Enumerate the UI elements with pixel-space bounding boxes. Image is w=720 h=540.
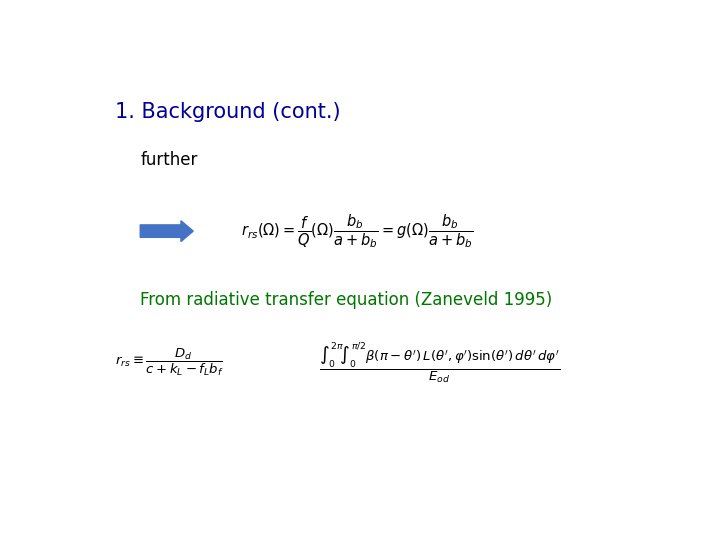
- Text: $r_{rs}(\Omega)=\dfrac{f}{Q}(\Omega)\dfrac{b_b}{a+b_b}=g(\Omega)\dfrac{b_b}{a+b_: $r_{rs}(\Omega)=\dfrac{f}{Q}(\Omega)\dfr…: [240, 212, 473, 250]
- FancyArrow shape: [140, 221, 193, 241]
- Text: $r_{rs} \equiv \dfrac{D_d}{c+k_L - f_L b_f}$: $r_{rs} \equiv \dfrac{D_d}{c+k_L - f_L b…: [115, 347, 224, 378]
- Text: From radiative transfer equation (Zaneveld 1995): From radiative transfer equation (Zaneve…: [140, 291, 552, 309]
- Text: further: further: [140, 151, 197, 170]
- Text: $\dfrac{\int_0^{2\pi}\!\int_0^{\pi/2}\beta(\pi-\theta^{\prime})\,L(\theta^{\prim: $\dfrac{\int_0^{2\pi}\!\int_0^{\pi/2}\be…: [319, 340, 560, 384]
- Text: 1. Background (cont.): 1. Background (cont.): [115, 102, 341, 122]
